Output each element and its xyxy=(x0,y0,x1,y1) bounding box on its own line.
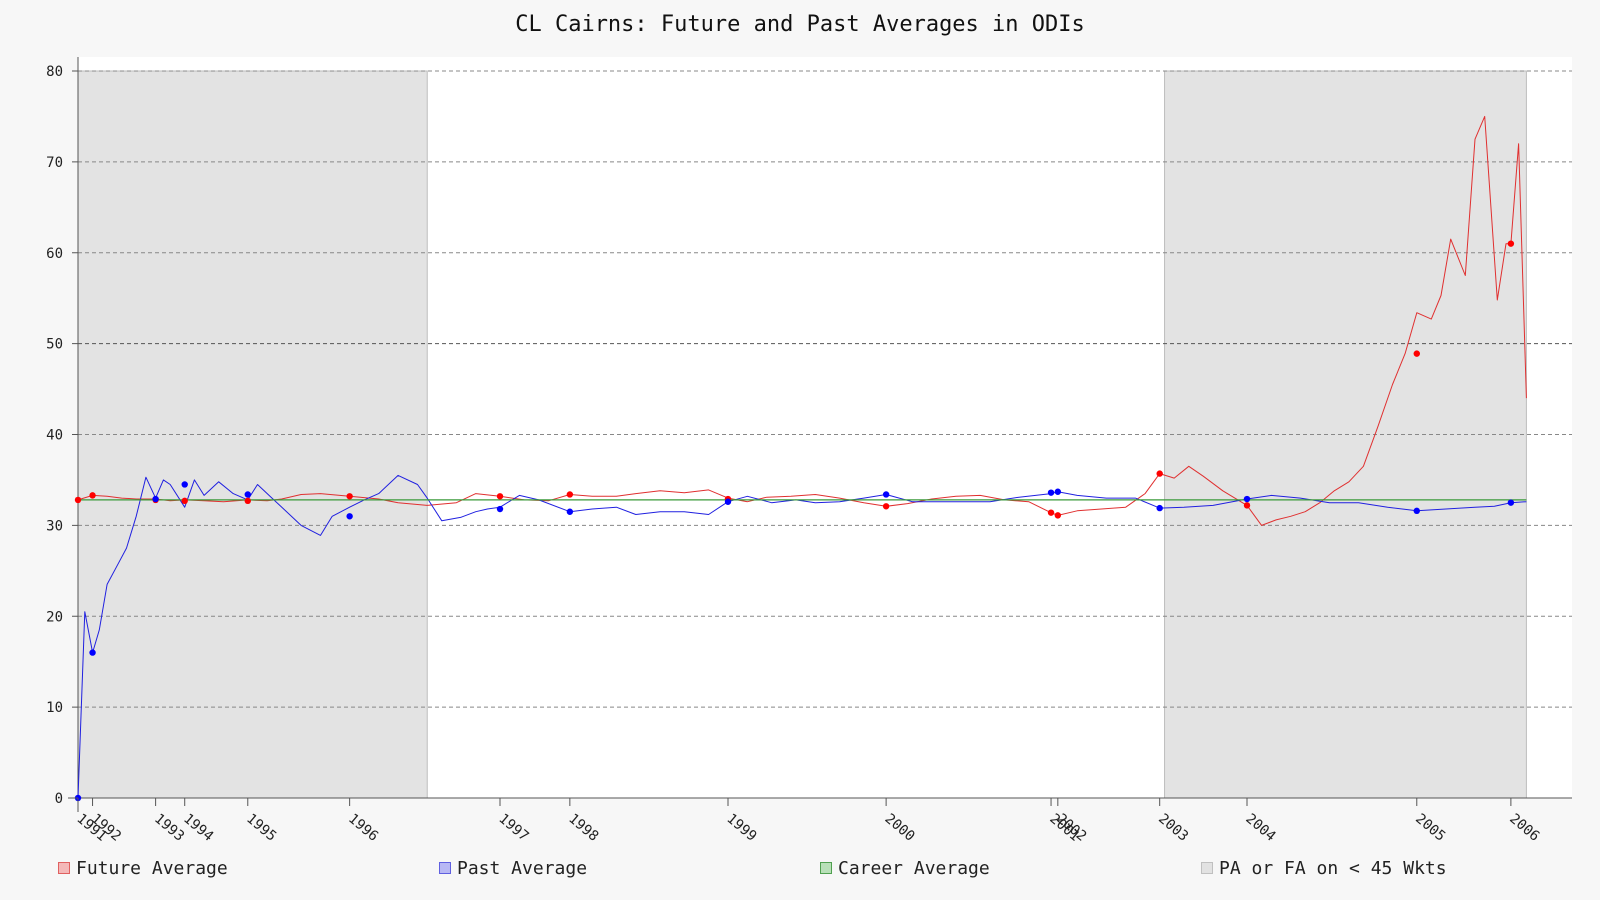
x-tick-label-1997: 1997 xyxy=(495,811,531,845)
legend-swatch-past xyxy=(439,862,451,874)
x-tick-label-2003: 2003 xyxy=(1155,811,1191,845)
past-average-marker xyxy=(1156,504,1163,512)
y-tick-label-10: 10 xyxy=(46,700,63,716)
y-tick-label-80: 80 xyxy=(46,64,63,80)
past-average-marker xyxy=(152,495,159,503)
past-average-marker xyxy=(1047,489,1055,496)
future-average-marker xyxy=(89,492,96,499)
legend-swatch-low-wickets xyxy=(1201,862,1213,874)
x-tick-label-1995: 1995 xyxy=(243,811,279,845)
future-average-marker xyxy=(1054,512,1062,519)
future-average-marker xyxy=(181,497,188,505)
y-tick-label-30: 30 xyxy=(46,518,63,534)
future-average-marker xyxy=(1507,240,1515,247)
legend-swatch-future xyxy=(58,862,70,874)
x-tick-label-2004: 2004 xyxy=(1242,811,1278,845)
past-average-marker xyxy=(724,498,732,505)
y-tick-label-0: 0 xyxy=(55,791,63,807)
x-tick-label-2000: 2000 xyxy=(882,811,918,845)
y-tick-label-60: 60 xyxy=(46,246,63,262)
past-average-line xyxy=(77,474,1527,799)
y-tick-label-70: 70 xyxy=(46,155,63,171)
legend-label-past: Past Average xyxy=(457,857,588,879)
x-tick-label-2006: 2006 xyxy=(1506,811,1542,845)
x-tick-label-1998: 1998 xyxy=(565,811,601,845)
past-average-marker xyxy=(1243,495,1251,503)
legend-label-future: Future Average xyxy=(76,857,228,879)
future-average-marker xyxy=(244,497,251,505)
legend-swatch-career xyxy=(820,862,832,874)
past-average-marker xyxy=(882,491,890,498)
x-tick-label-1996: 1996 xyxy=(345,811,381,845)
x-tick-label-2005: 2005 xyxy=(1412,811,1448,845)
y-tick-label-50: 50 xyxy=(46,337,63,353)
legend-past-average: Past Average xyxy=(439,857,588,879)
future-average-marker xyxy=(1243,502,1251,509)
x-tick-label-1993: 1993 xyxy=(151,811,187,845)
x-tick-label-1994: 1994 xyxy=(180,811,216,845)
past-average-marker xyxy=(496,505,504,513)
chart-title: CL Cairns: Future and Past Averages in O… xyxy=(515,12,1085,37)
legend-future-average: Future Average xyxy=(58,857,228,879)
legend-low-wickets: PA or FA on < 45 Wkts xyxy=(1201,857,1447,879)
legend-label-low-wickets: PA or FA on < 45 Wkts xyxy=(1219,857,1447,879)
future-average-marker xyxy=(566,491,574,498)
past-average-marker xyxy=(1507,499,1515,506)
past-average-marker xyxy=(244,491,251,498)
legend-label-career: Career Average xyxy=(838,857,990,879)
future-average-marker xyxy=(496,493,504,500)
future-average-marker xyxy=(1156,470,1163,477)
future-average-marker xyxy=(1047,509,1055,516)
y-tick-label-20: 20 xyxy=(46,609,63,625)
past-average-marker xyxy=(89,649,96,656)
y-tick-label-40: 40 xyxy=(46,428,63,444)
future-average-marker xyxy=(1413,350,1420,357)
future-average-marker xyxy=(346,493,353,500)
past-average-marker xyxy=(346,513,353,520)
past-average-marker xyxy=(1413,507,1420,515)
legend-career-average: Career Average xyxy=(820,857,990,879)
past-average-marker xyxy=(566,508,574,515)
future-average-marker xyxy=(74,496,82,504)
past-average-marker xyxy=(1054,488,1062,495)
x-tick-label-1999: 1999 xyxy=(723,811,759,845)
past-average-marker xyxy=(181,481,188,488)
future-average-marker xyxy=(882,503,890,510)
